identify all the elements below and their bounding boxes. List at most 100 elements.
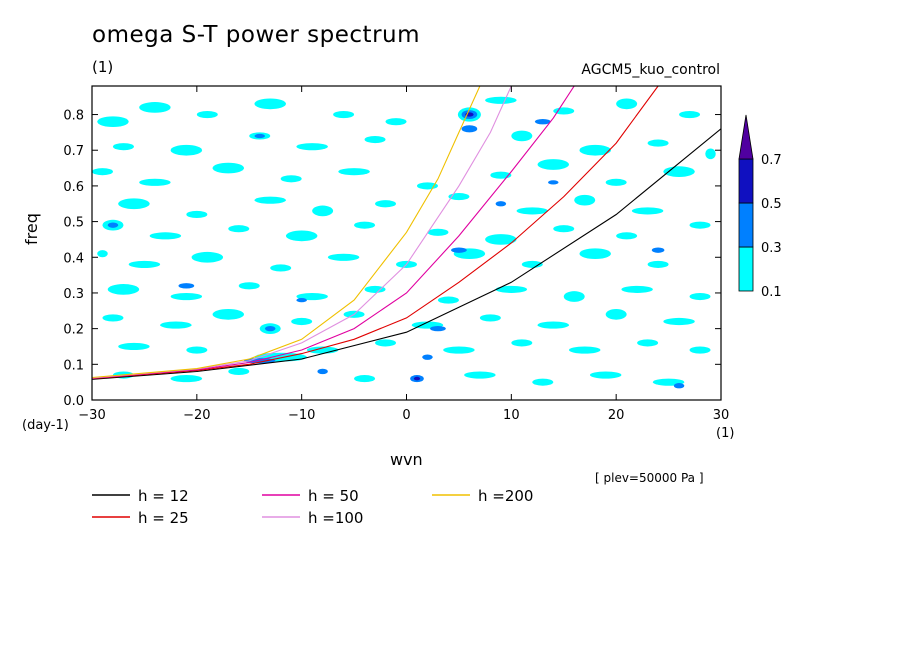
contour-blob bbox=[327, 253, 360, 261]
contour-blob bbox=[212, 309, 245, 320]
contour-blob bbox=[170, 292, 203, 301]
contour-blob bbox=[464, 371, 496, 379]
contour-blob bbox=[102, 314, 124, 322]
contour-blob bbox=[605, 309, 627, 320]
contour-blob bbox=[170, 144, 203, 156]
colorbar-label: 0.3 bbox=[761, 241, 782, 256]
contour-blob bbox=[118, 198, 150, 210]
contour-blob bbox=[92, 168, 113, 176]
contour-blob bbox=[485, 234, 517, 245]
contour-blob bbox=[375, 339, 397, 347]
legend-label: h = 50 bbox=[308, 487, 359, 505]
y-tick-label: 0.8 bbox=[63, 109, 84, 124]
contour-blob bbox=[511, 130, 533, 142]
contour-blob bbox=[160, 321, 192, 329]
x-tick-label: 0 bbox=[402, 408, 410, 423]
contour-blob bbox=[413, 376, 421, 381]
contour-blob bbox=[437, 296, 459, 304]
contour-blob bbox=[291, 317, 313, 326]
contour-blob bbox=[705, 148, 716, 160]
contour-blob bbox=[270, 264, 292, 272]
contour-blob bbox=[128, 260, 161, 268]
contour-blob bbox=[689, 346, 711, 354]
contour-blob bbox=[574, 194, 596, 206]
contour-blob bbox=[254, 196, 286, 204]
colorbar-segment bbox=[738, 158, 754, 204]
y-tick-label: 0.5 bbox=[63, 216, 84, 231]
contour-blob bbox=[430, 325, 446, 332]
contour-blob bbox=[238, 282, 260, 290]
contour-blob bbox=[354, 221, 376, 229]
y-axis-unit: (day-1) bbox=[22, 418, 69, 433]
contour-blob bbox=[97, 116, 129, 128]
contour-blob bbox=[651, 247, 665, 253]
contour-blob bbox=[579, 248, 611, 260]
legend-label: h = 25 bbox=[138, 509, 189, 527]
legend-label: h =200 bbox=[478, 487, 533, 505]
plot-frame bbox=[91, 85, 722, 401]
contour-blob bbox=[689, 292, 711, 301]
contour-blob bbox=[107, 222, 119, 228]
x-axis-label: wvn bbox=[390, 450, 423, 469]
contour-blob bbox=[338, 168, 370, 176]
contour-blob bbox=[364, 285, 386, 293]
colorbar-segment bbox=[738, 246, 754, 292]
contour-blob bbox=[516, 207, 549, 215]
contour-blob bbox=[553, 225, 575, 233]
contour-blob bbox=[296, 297, 307, 303]
contour-blob bbox=[212, 162, 245, 174]
contour-blob bbox=[616, 232, 638, 240]
dispersion-curve-h200 bbox=[92, 86, 481, 379]
contour-blob bbox=[427, 228, 449, 236]
contour-blob bbox=[532, 378, 554, 386]
run-label: AGCM5_kuo_control bbox=[581, 62, 720, 78]
contour-blob bbox=[191, 251, 224, 263]
contour-blob bbox=[170, 375, 203, 383]
contour-blob bbox=[118, 342, 150, 351]
contour-blob bbox=[97, 250, 108, 258]
contour-blob bbox=[186, 210, 208, 219]
contour-blob bbox=[107, 284, 140, 295]
contour-blob bbox=[479, 314, 501, 322]
contour-blob bbox=[112, 143, 134, 151]
contour-blob bbox=[422, 354, 433, 360]
contour-blob bbox=[637, 339, 659, 347]
x-tick-label: 10 bbox=[503, 408, 520, 423]
contour-blob bbox=[511, 339, 533, 347]
contour-blob bbox=[354, 375, 376, 383]
y-tick-label: 0.3 bbox=[63, 287, 84, 302]
contour-blob bbox=[461, 125, 478, 133]
contour-blob bbox=[563, 291, 585, 302]
chart-title: omega S-T power spectrum bbox=[92, 22, 421, 48]
x-tick-label: 30 bbox=[713, 408, 730, 423]
contour-blob bbox=[196, 110, 218, 119]
contour-blob bbox=[689, 221, 711, 229]
contour-blob bbox=[631, 207, 664, 215]
contour-blob bbox=[149, 232, 182, 240]
contour-blob bbox=[186, 346, 208, 354]
dispersion-curve-h50 bbox=[92, 86, 575, 379]
contour-blob bbox=[333, 110, 355, 119]
contour-blob bbox=[139, 102, 171, 113]
contour-blob bbox=[673, 383, 685, 389]
y-tick-label: 0.0 bbox=[63, 394, 84, 409]
y-tick-label: 0.2 bbox=[63, 323, 84, 338]
colorbar-label: 0.1 bbox=[761, 285, 782, 300]
contour-blob bbox=[451, 247, 467, 253]
contour-blob bbox=[448, 193, 470, 201]
contour-blob bbox=[495, 201, 507, 207]
dispersion-curves bbox=[92, 86, 721, 380]
y-tick-label: 0.6 bbox=[63, 180, 84, 195]
contour-blob bbox=[621, 285, 653, 293]
x-axis-unit: (1) bbox=[716, 426, 735, 441]
contour-blob bbox=[364, 135, 386, 144]
contour-blob bbox=[490, 171, 512, 179]
dispersion-curve-h100 bbox=[92, 86, 512, 379]
contour-blob bbox=[534, 119, 551, 125]
contour-blob bbox=[605, 178, 627, 186]
contour-blob bbox=[647, 260, 669, 268]
x-tick-label: −20 bbox=[183, 408, 210, 423]
contour-blob bbox=[443, 346, 475, 354]
contour-blob bbox=[178, 283, 195, 289]
contour-blob bbox=[280, 175, 302, 183]
